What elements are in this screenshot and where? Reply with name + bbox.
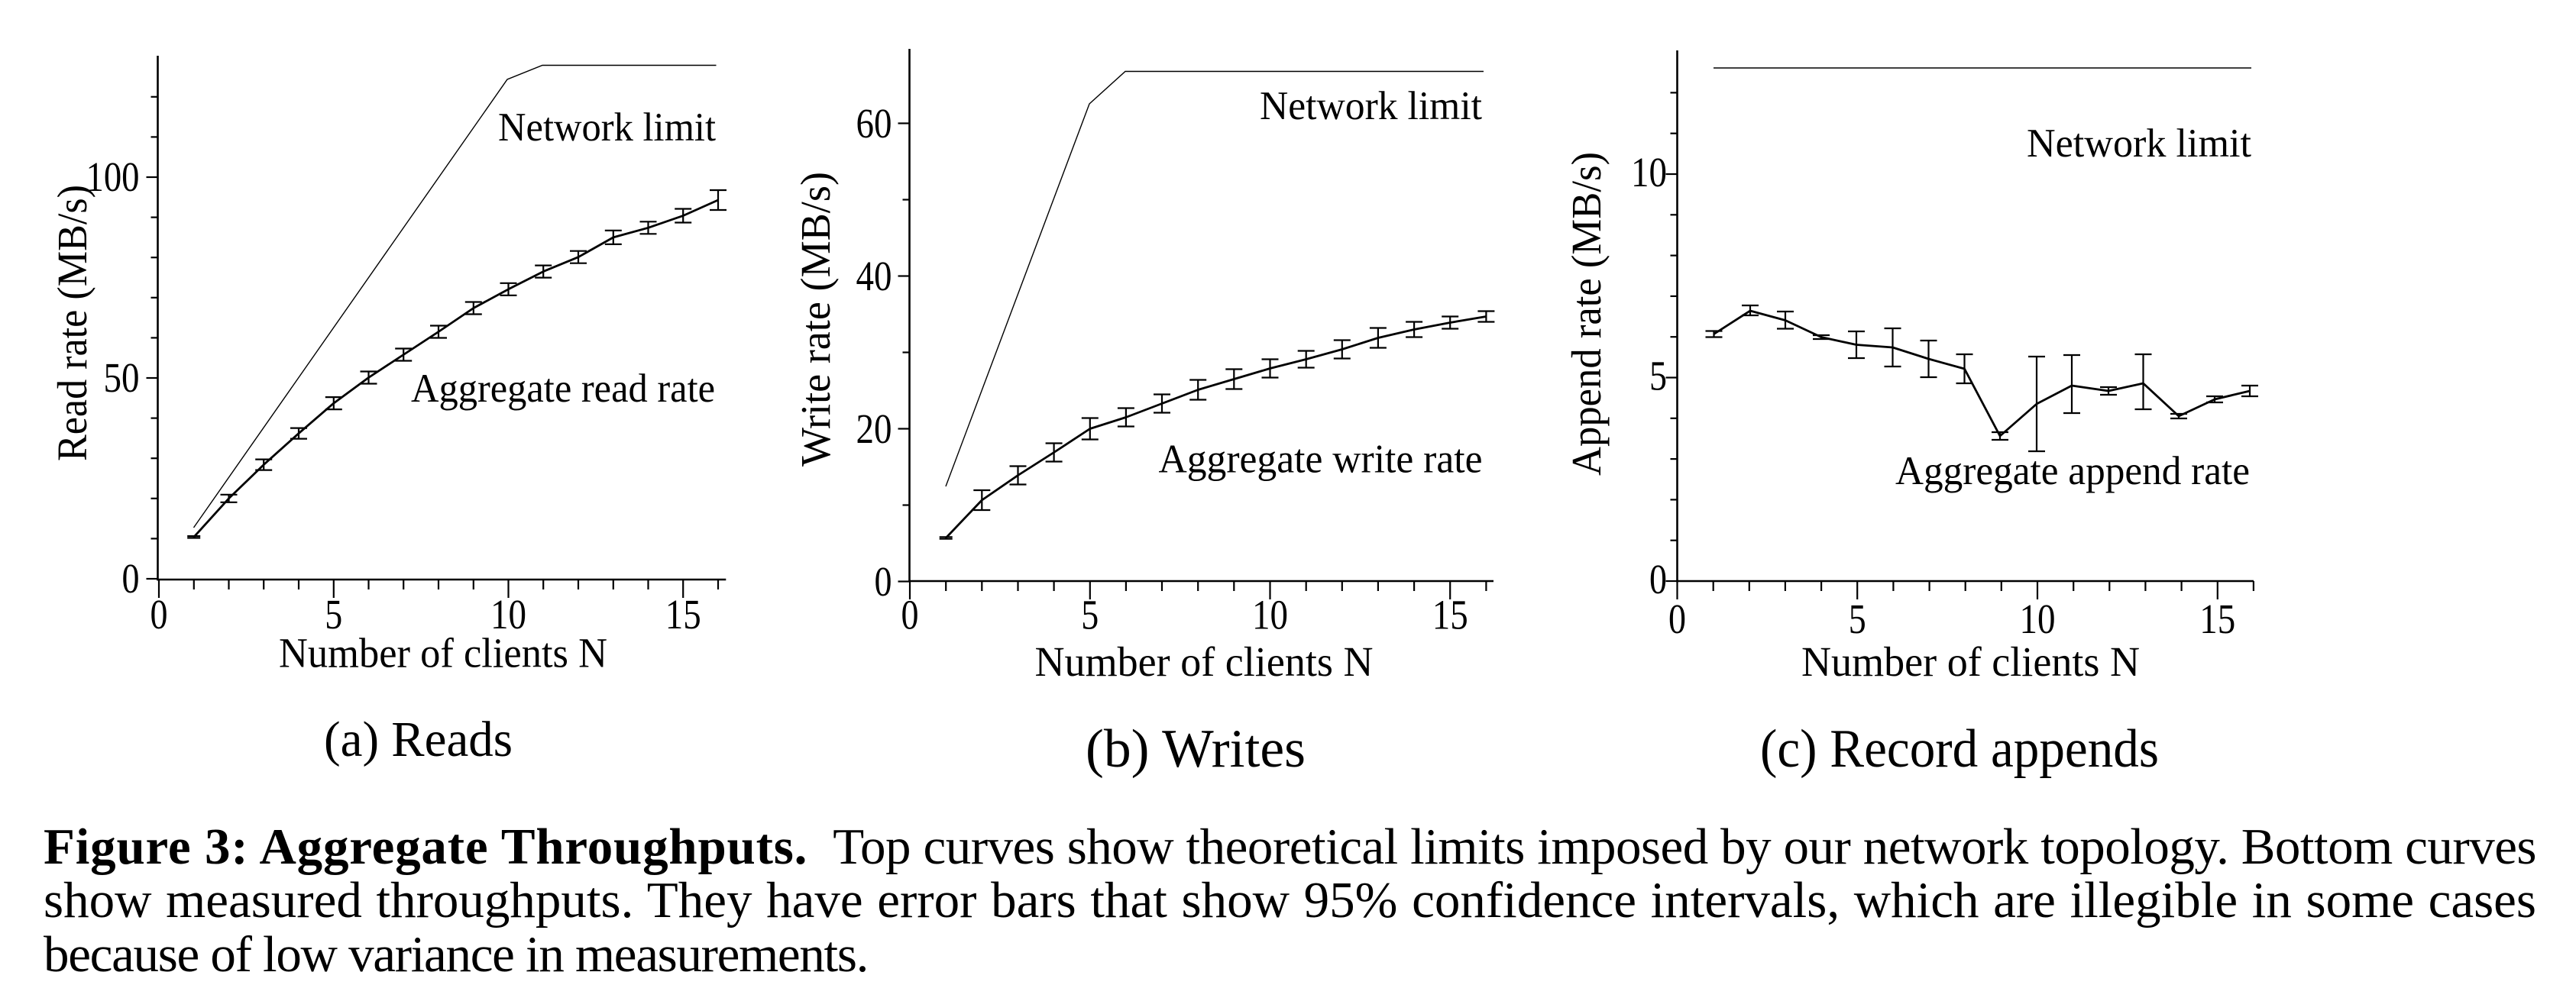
svg-text:0: 0 (901, 592, 919, 638)
svg-text:15: 15 (1432, 592, 1468, 638)
svg-text:Network limit: Network limit (498, 105, 716, 150)
svg-text:100: 100 (86, 153, 140, 200)
svg-text:Number of clients N: Number of clients N (1035, 638, 1374, 685)
svg-text:5: 5 (1649, 353, 1667, 399)
svg-text:50: 50 (104, 354, 140, 401)
svg-text:0: 0 (150, 591, 168, 638)
svg-text:Number of clients N: Number of clients N (279, 630, 607, 677)
svg-text:(c) Record appends: (c) Record appends (1760, 719, 2159, 779)
svg-text:Aggregate write rate: Aggregate write rate (1159, 438, 1483, 482)
svg-text:Number of clients N: Number of clients N (1801, 638, 2140, 685)
svg-text:Network limit: Network limit (2027, 121, 2251, 166)
svg-text:0: 0 (1668, 596, 1686, 642)
svg-text:5: 5 (1849, 596, 1866, 642)
svg-text:60: 60 (856, 100, 892, 147)
svg-text:20: 20 (856, 405, 892, 452)
svg-text:(a) Reads: (a) Reads (324, 712, 513, 767)
svg-text:Aggregate read rate: Aggregate read rate (411, 367, 715, 411)
svg-text:Aggregate append rate: Aggregate append rate (1895, 449, 2250, 493)
svg-text:Read rate (MB/s): Read rate (MB/s) (49, 185, 95, 461)
svg-text:(b) Writes: (b) Writes (1086, 719, 1306, 779)
svg-text:15: 15 (665, 591, 701, 638)
svg-text:Write rate (MB/s): Write rate (MB/s) (792, 172, 839, 467)
svg-text:10: 10 (1631, 149, 1667, 195)
svg-text:5: 5 (325, 591, 342, 638)
svg-text:10: 10 (490, 591, 526, 638)
svg-text:Network limit: Network limit (1260, 84, 1482, 128)
svg-text:40: 40 (856, 253, 892, 299)
svg-text:Append rate (MB/s): Append rate (MB/s) (1563, 152, 1610, 476)
svg-text:0: 0 (875, 558, 892, 605)
svg-text:5: 5 (1081, 592, 1099, 638)
svg-text:0: 0 (122, 555, 140, 602)
svg-text:10: 10 (2020, 596, 2056, 642)
svg-text:0: 0 (1649, 556, 1667, 602)
svg-text:15: 15 (2199, 596, 2235, 642)
svg-text:10: 10 (1252, 592, 1288, 638)
